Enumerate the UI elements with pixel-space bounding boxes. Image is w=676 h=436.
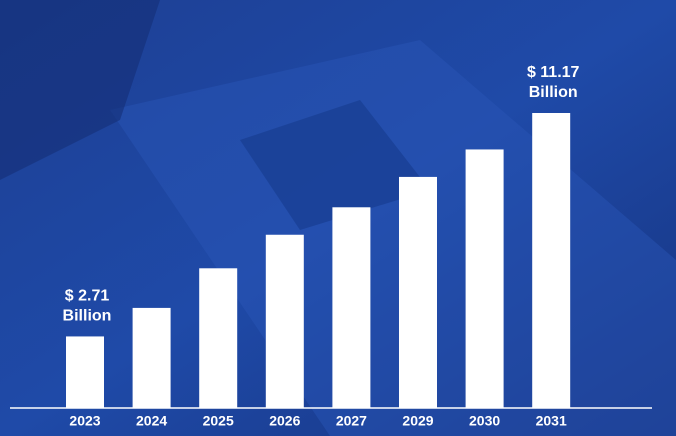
- bar: [332, 207, 371, 408]
- bar: [265, 234, 304, 408]
- value-label: $ 11.17: [527, 64, 580, 81]
- x-tick-label: 2029: [402, 413, 433, 429]
- x-tick-label: 2027: [336, 413, 367, 429]
- bar: [465, 149, 504, 408]
- x-tick-label: 2023: [69, 413, 100, 429]
- bar: [199, 268, 238, 408]
- background-shape: [240, 100, 430, 230]
- bar: [532, 113, 571, 408]
- value-label: Billion: [63, 308, 112, 325]
- x-tick-label: 2030: [469, 413, 500, 429]
- bar: [399, 176, 437, 408]
- x-tick-label: 2026: [269, 413, 300, 429]
- x-tick-label: 2031: [536, 413, 567, 429]
- value-label: Billion: [529, 84, 578, 101]
- value-label: $ 2.71: [65, 288, 110, 305]
- x-tick-label: 2024: [136, 413, 167, 429]
- x-tick-label: 2025: [203, 413, 234, 429]
- bar: [132, 307, 171, 408]
- bar: [66, 336, 104, 408]
- background-shape: [0, 0, 160, 180]
